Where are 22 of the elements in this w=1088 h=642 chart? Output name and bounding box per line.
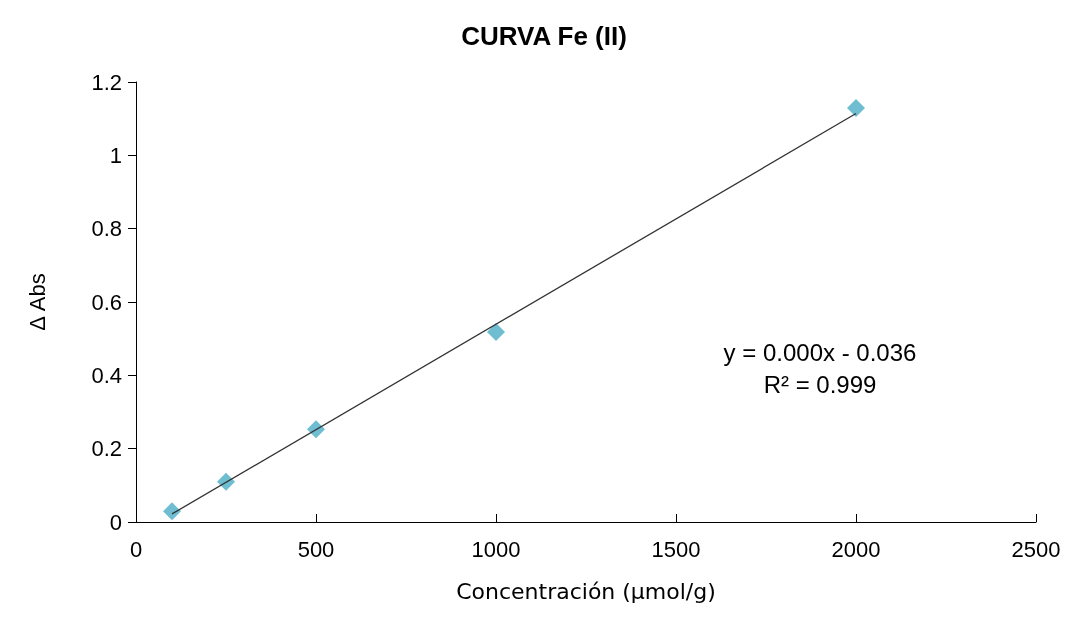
- y-tick-label: 0.2: [91, 436, 122, 462]
- y-tick-label: 0.6: [91, 289, 122, 315]
- x-tick-label: 500: [297, 536, 335, 562]
- point: [847, 99, 865, 118]
- x-tick-label: 1500: [651, 536, 701, 562]
- y-axis-title: Δ Abs: [24, 273, 50, 331]
- point: [163, 502, 181, 521]
- point: [487, 323, 505, 342]
- point: [307, 420, 325, 439]
- y-tick-label: 0: [109, 509, 122, 535]
- y-tick-label: 1: [109, 142, 122, 168]
- x-axis-title: Concentración (µmol/g): [456, 578, 716, 604]
- x-tick-label: 2500: [1011, 536, 1061, 562]
- x-tick-label: 2000: [831, 536, 881, 562]
- annotation: y = 0.000x - 0.036: [723, 338, 917, 366]
- y-tick-label: 0.8: [91, 216, 122, 242]
- x-tick-label: 1000: [471, 536, 521, 562]
- y-tick-label: 1.2: [91, 69, 122, 95]
- y-tick-label: 0.4: [91, 362, 122, 388]
- x-tick-label: 0: [129, 536, 143, 562]
- annotation: R² = 0.999: [763, 370, 877, 398]
- chart-title: CURVA Fe (II): [461, 21, 627, 51]
